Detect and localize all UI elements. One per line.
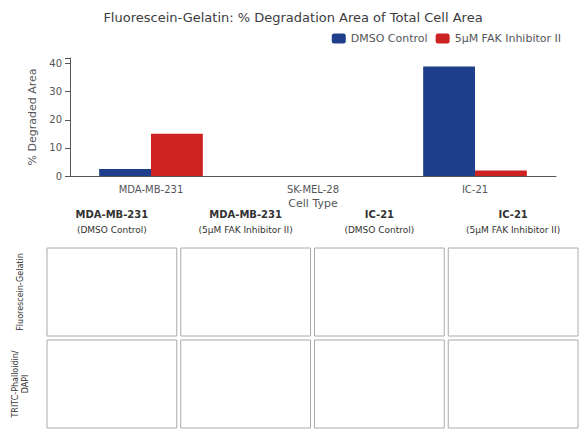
svg-text:MDA-MB-231: MDA-MB-231 [119,184,184,195]
svg-text:(5μM FAK Inhibitor II): (5μM FAK Inhibitor II) [199,225,293,235]
svg-text:Fluorescein-Gelatin: Fluorescein-Gelatin [16,253,25,330]
svg-text:10: 10 [49,142,62,153]
svg-text:MDA-MB-231: MDA-MB-231 [76,209,149,220]
svg-text:IC-21: IC-21 [462,184,488,195]
svg-text:(5μM FAK Inhibitor II): (5μM FAK Inhibitor II) [466,225,560,235]
svg-text:DAPI: DAPI [21,375,30,394]
svg-text:0: 0 [56,171,62,182]
svg-text:30: 30 [49,86,62,97]
svg-text:IC-21: IC-21 [365,209,394,220]
svg-text:SK-MEL-28: SK-MEL-28 [287,184,339,195]
svg-text:40: 40 [49,58,62,69]
svg-text:MDA-MB-231: MDA-MB-231 [209,209,282,220]
svg-text:DMSO Control: DMSO Control [351,32,428,45]
svg-text:IC-21: IC-21 [498,209,527,220]
svg-text:5μM FAK Inhibitor II: 5μM FAK Inhibitor II [455,32,561,45]
svg-text:TRITC-Phalloidin/: TRITC-Phalloidin/ [11,350,20,418]
svg-text:% Degraded Area: % Degraded Area [26,69,39,166]
svg-text:Cell Type: Cell Type [288,197,338,210]
svg-text:Fluorescein-Gelatin: % Degrada: Fluorescein-Gelatin: % Degradation Area … [103,10,482,25]
svg-text:(DMSO Control): (DMSO Control) [77,225,147,235]
svg-text:20: 20 [49,114,62,125]
svg-text:(DMSO Control): (DMSO Control) [344,225,414,235]
